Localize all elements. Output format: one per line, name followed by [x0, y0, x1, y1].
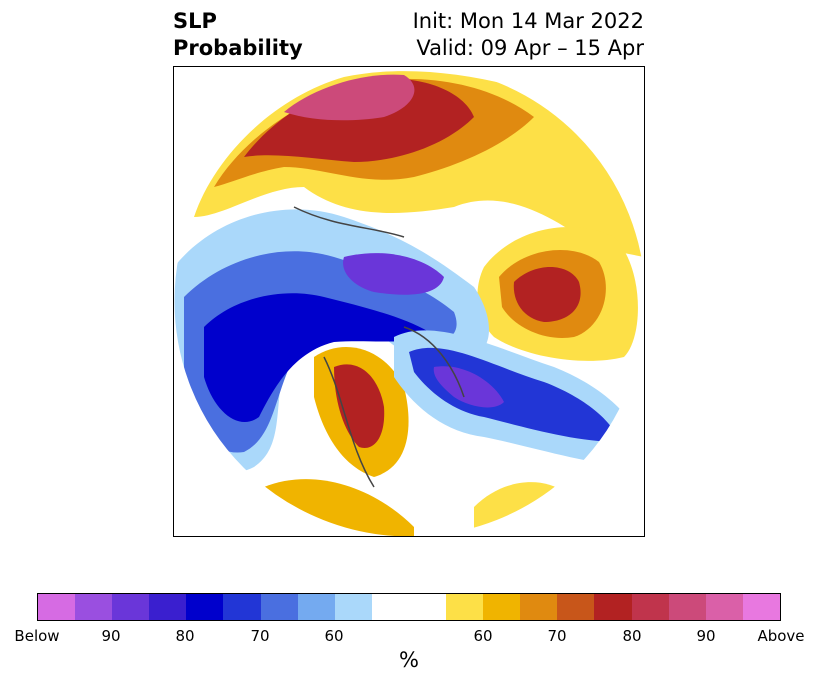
colorbar-tick-label: 90 — [696, 627, 716, 645]
colorbar-cell — [520, 594, 558, 620]
below-region-arctic — [343, 253, 444, 295]
colorbar-tick-label: Below — [14, 627, 60, 645]
colorbar-cell — [408, 594, 447, 620]
colorbar-cell — [297, 594, 335, 620]
colorbar-unit: % — [399, 648, 419, 672]
title-variable: SLP — [173, 9, 217, 33]
colorbar-tick-label: 60 — [473, 627, 493, 645]
probability-map — [174, 67, 644, 536]
above-region-na-core — [334, 364, 385, 448]
colorbar-tick-label: 90 — [101, 627, 121, 645]
colorbar-tick-label: 70 — [250, 627, 270, 645]
colorbar-cell — [38, 594, 76, 620]
colorbar-cell — [705, 594, 743, 620]
valid-dates: Valid: 09 Apr – 15 Apr — [416, 36, 644, 60]
colorbar-tick-label: 70 — [547, 627, 567, 645]
colorbar-cell — [371, 594, 409, 620]
colorbar-cell — [186, 594, 224, 620]
below-region-pacific-core — [433, 366, 504, 408]
colorbar-cell — [557, 594, 595, 620]
colorbar-cell — [75, 594, 113, 620]
colorbar-cell — [446, 594, 484, 620]
colorbar-cell — [668, 594, 706, 620]
colorbar-cell — [149, 594, 187, 620]
colorbar-cell — [334, 594, 372, 620]
map-title: SLP Probability — [173, 8, 303, 62]
colorbar-cell — [631, 594, 669, 620]
colorbar-tick-label: 80 — [622, 627, 642, 645]
colorbar-cell — [483, 594, 521, 620]
colorbar-cell — [223, 594, 261, 620]
colorbar-cell — [112, 594, 150, 620]
above-region-eurasia-core — [244, 78, 474, 162]
colorbar-cell — [260, 594, 298, 620]
below-region-atlantic-core — [204, 293, 429, 423]
coastline-lines — [293, 206, 465, 488]
colorbar-cell — [594, 594, 632, 620]
map-dates: Init: Mon 14 Mar 2022 Valid: 09 Apr – 15… — [413, 8, 644, 62]
colorbar-cell — [742, 594, 780, 620]
colorbar — [37, 593, 781, 621]
colorbar-tick-label: Above — [757, 627, 805, 645]
colorbar-tick-label: 60 — [324, 627, 344, 645]
polar-map-panel — [173, 66, 645, 537]
colorbar-tick-label: 80 — [175, 627, 195, 645]
above-region-eurasia-peak — [284, 74, 415, 121]
init-date: Init: Mon 14 Mar 2022 — [412, 9, 644, 33]
above-region-pacific-core — [513, 267, 581, 322]
title-product: Probability — [173, 36, 303, 60]
